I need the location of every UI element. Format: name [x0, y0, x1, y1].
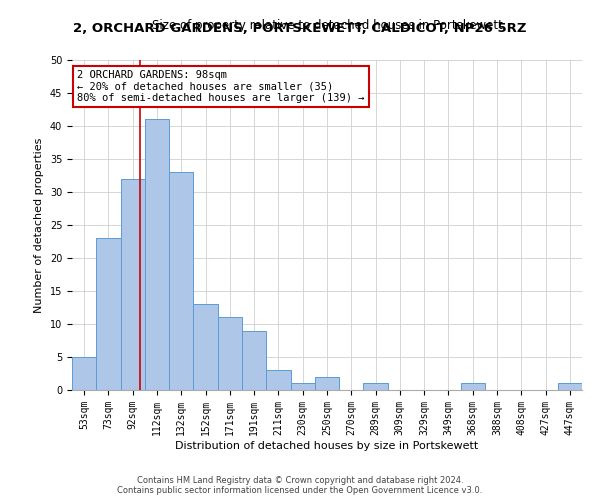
- Bar: [242, 330, 266, 390]
- Bar: [96, 238, 121, 390]
- Title: Size of property relative to detached houses in Portskewett: Size of property relative to detached ho…: [152, 20, 502, 32]
- Bar: [169, 172, 193, 390]
- Bar: [558, 384, 582, 390]
- Bar: [218, 318, 242, 390]
- Bar: [364, 384, 388, 390]
- Text: 2, ORCHARD GARDENS, PORTSKEWETT, CALDICOT, NP26 5RZ: 2, ORCHARD GARDENS, PORTSKEWETT, CALDICO…: [73, 22, 527, 36]
- Y-axis label: Number of detached properties: Number of detached properties: [34, 138, 44, 312]
- Bar: [121, 179, 145, 390]
- X-axis label: Distribution of detached houses by size in Portskewett: Distribution of detached houses by size …: [175, 440, 479, 450]
- Text: Contains HM Land Registry data © Crown copyright and database right 2024.
Contai: Contains HM Land Registry data © Crown c…: [118, 476, 482, 495]
- Bar: [266, 370, 290, 390]
- Bar: [193, 304, 218, 390]
- Bar: [315, 377, 339, 390]
- Text: 2 ORCHARD GARDENS: 98sqm
← 20% of detached houses are smaller (35)
80% of semi-d: 2 ORCHARD GARDENS: 98sqm ← 20% of detach…: [77, 70, 365, 103]
- Bar: [72, 357, 96, 390]
- Bar: [290, 384, 315, 390]
- Bar: [145, 120, 169, 390]
- Bar: [461, 384, 485, 390]
